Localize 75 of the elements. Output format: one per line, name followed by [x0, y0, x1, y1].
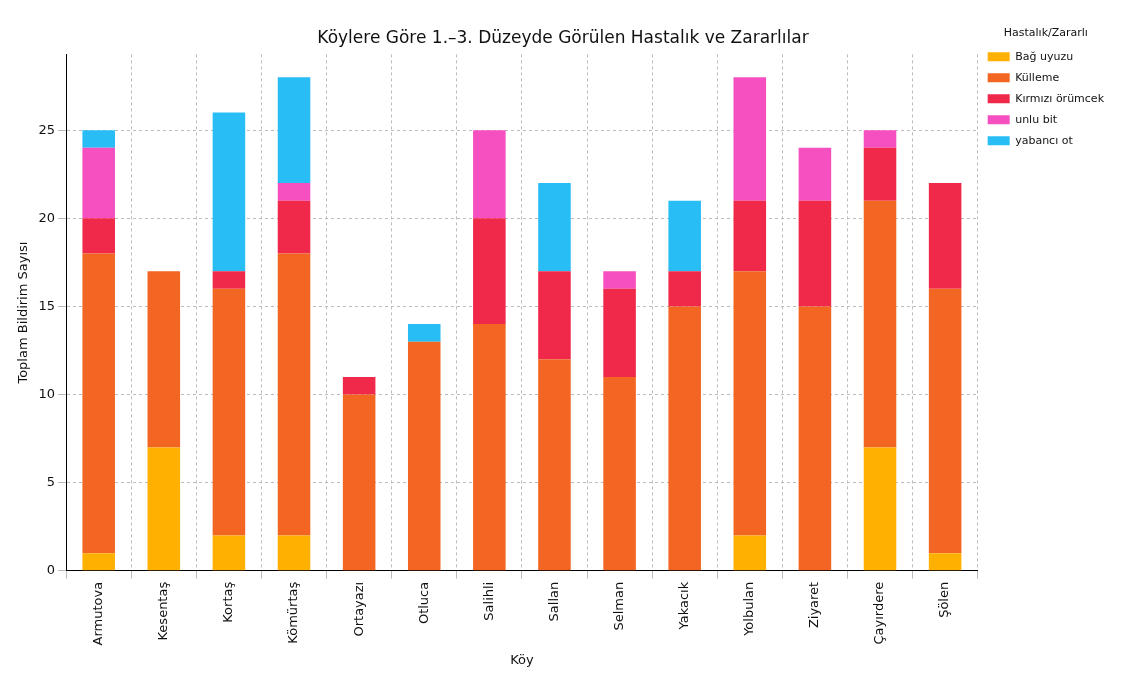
y-tick-label: 0 — [46, 562, 56, 578]
bar — [538, 271, 571, 360]
y-axis-title: Toplam Bildirim Sayısı — [15, 241, 31, 385]
legend-label: Bağ uyuzu — [1015, 49, 1074, 63]
bar — [277, 535, 311, 571]
bar — [212, 271, 246, 289]
legend-label: Külleme — [1015, 70, 1060, 84]
bar — [407, 341, 441, 571]
x-tick-label: Sallan — [545, 581, 561, 622]
x-tick-label: Otluca — [415, 581, 431, 625]
bar — [733, 271, 767, 536]
bar — [538, 359, 571, 571]
bar — [212, 535, 246, 571]
bar — [82, 553, 115, 571]
bar — [863, 130, 897, 148]
bar — [277, 77, 311, 184]
x-tick-label: Kömürtaş — [285, 581, 301, 644]
bar — [733, 535, 767, 571]
bar — [342, 376, 376, 395]
x-tick-label: Şölen — [936, 581, 952, 618]
bar — [603, 288, 636, 377]
x-tick-label: Yolbulan — [741, 581, 757, 637]
legend-label: yabancı ot — [1015, 133, 1074, 147]
y-tick-label: 10 — [38, 385, 56, 401]
bar — [733, 77, 767, 201]
bar — [928, 553, 962, 571]
bar — [863, 200, 897, 448]
bar — [928, 288, 962, 554]
y-tick-label: 15 — [38, 297, 56, 313]
bar — [147, 447, 181, 571]
bar — [538, 183, 571, 272]
bar — [82, 130, 115, 148]
legend-title: Hastalık/Zararlı — [1003, 26, 1088, 40]
x-tick-label: Kortaş — [220, 581, 236, 623]
bar — [473, 218, 506, 325]
bar — [928, 183, 962, 289]
bar — [473, 324, 506, 571]
legend-label: unlu bit — [1015, 112, 1058, 126]
bar — [277, 183, 311, 201]
x-tick-label: Kesentaş — [155, 581, 171, 641]
bar — [798, 200, 832, 307]
bar — [82, 253, 115, 554]
bar — [733, 200, 767, 272]
bar — [863, 147, 897, 201]
bar — [798, 306, 832, 571]
x-tick-label: Ortayazı — [350, 581, 366, 637]
bar — [668, 200, 701, 272]
bar — [798, 147, 832, 201]
bar — [82, 147, 115, 219]
x-tick-label: Selman — [610, 581, 626, 631]
bar — [277, 200, 311, 254]
bar — [407, 324, 441, 342]
bar — [668, 271, 701, 307]
bar — [212, 288, 246, 536]
x-tick-label: Yakacık — [676, 581, 692, 631]
x-tick-label: Çayırdere — [871, 581, 887, 645]
x-tick-label: Armutova — [90, 581, 106, 646]
bar — [147, 271, 181, 448]
bar — [212, 112, 246, 272]
bar — [668, 306, 701, 571]
y-tick-label: 5 — [46, 474, 56, 490]
x-tick-label: Salihli — [480, 581, 496, 621]
y-tick-label: 20 — [38, 209, 56, 225]
bar — [277, 253, 311, 536]
bar — [473, 130, 506, 219]
x-axis-title: Köy — [510, 651, 534, 667]
bar — [603, 376, 636, 571]
bar — [603, 271, 636, 289]
x-tick-label: Ziyaret — [806, 581, 822, 629]
bar — [82, 218, 115, 254]
bar — [863, 447, 897, 571]
chart-title: Köylere Göre 1.–3. Düzeyde Görülen Hastalık ve Zararlılar — [317, 26, 809, 47]
y-tick-label: 25 — [38, 121, 56, 137]
legend-label: Kırmızı örümcek — [1015, 91, 1105, 105]
bar — [342, 394, 376, 571]
